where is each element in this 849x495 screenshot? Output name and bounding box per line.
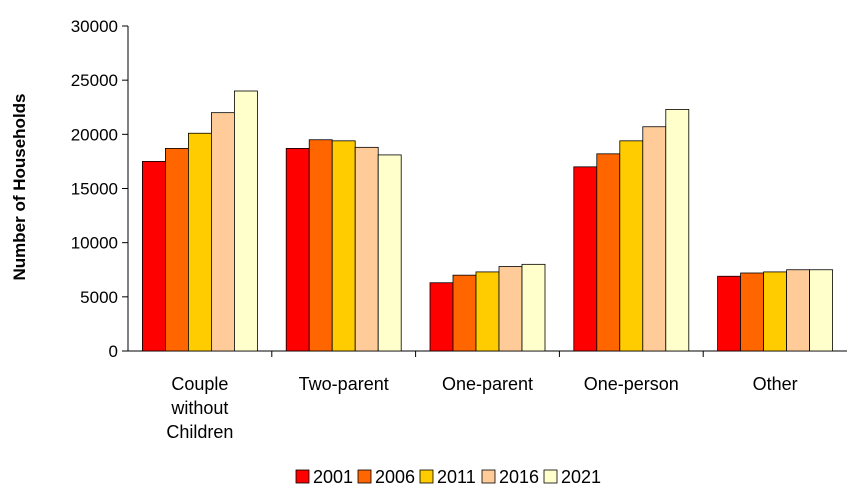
legend-label-2001: 2001 [313,467,353,487]
bar-2016 [210,112,235,352]
legend-label-2021: 2021 [561,467,601,487]
bar-2006 [164,148,189,352]
category-label: One-parent [442,374,533,394]
bar-2021 [665,109,690,352]
y-tick-label: 0 [109,342,118,361]
bar-2006 [308,139,333,352]
bar-2021 [521,263,546,352]
bar-2006 [740,272,764,352]
bar-2011 [475,271,500,352]
bar-2016 [498,266,523,352]
plot-area: 0 5000 10000 15000 20000 25000 30000 Couple with… [71,17,847,442]
bar-2021 [809,269,833,352]
legend-label-2006: 2006 [375,467,415,487]
category-label: Couple without Children [166,374,233,442]
bar-2001 [717,275,741,352]
y-tick-label: 10000 [71,234,118,253]
legend-label-2016: 2016 [499,467,539,487]
bar-2011 [763,271,787,352]
legend-swatch-2011 [419,469,434,484]
bar-2016 [786,269,810,352]
bar-2011 [331,140,356,352]
bar-2016 [642,126,667,352]
bar-2006 [596,153,621,352]
bar-2021 [233,90,258,352]
bar-2016 [354,146,379,352]
legend-label-2011: 2011 [437,467,476,487]
legend-swatch-2016 [481,469,496,484]
bar-2021 [377,154,402,352]
legend-swatch-2021 [543,469,558,484]
category-label: Two-parent [299,374,389,394]
bar-2011 [187,132,212,352]
y-tick-label: 25000 [71,71,118,90]
bar-2001 [429,282,454,352]
legend-swatch-2006 [357,469,372,484]
category-label: One-person [584,374,679,394]
bar-2001 [573,166,598,352]
y-tick-label: 5000 [80,288,118,307]
y-tick-label: 20000 [71,125,118,144]
legend-swatch-2001 [295,469,310,484]
bar-2001 [141,161,166,352]
bar-2001 [285,148,310,352]
y-axis-title: Number of Households [10,93,29,280]
bar-2011 [619,140,644,352]
y-tick-label: 30000 [71,17,118,36]
legend: 2001 2006 2011 2016 2021 [295,467,601,487]
bar-2006 [452,274,477,352]
category-label: Other [753,374,798,394]
y-tick-label: 15000 [71,180,118,199]
